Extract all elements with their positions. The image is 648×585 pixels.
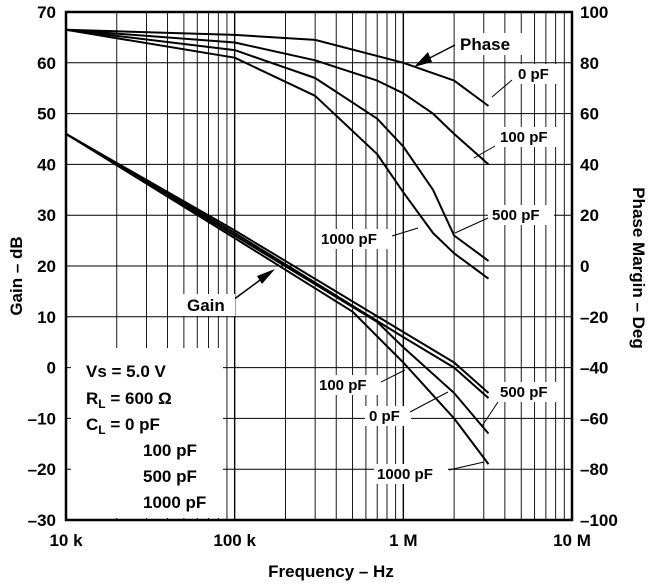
annotation-phase-0pf: 0 pF <box>518 66 549 83</box>
y-tick-label: 0 <box>47 359 56 378</box>
phase-line-1000pf <box>65 28 490 280</box>
x-tick-label: 10 M <box>553 531 591 550</box>
annotation-gain-100pf: 100 pF <box>319 377 367 394</box>
rl-label: RL = 600 Ω <box>86 389 172 411</box>
plot-frame <box>64 10 574 522</box>
annotation-phase-100pf: 100 pF <box>500 129 548 146</box>
y-tick-label: 60 <box>37 54 56 73</box>
annotations: Phase Gain 0 pF 100 pF 500 pF 1000 pF 10… <box>183 33 562 484</box>
y2-tick-label: –100 <box>580 511 618 530</box>
annotation-phase-1000pf: 1000 pF <box>321 231 377 248</box>
y-tick-label: 50 <box>37 105 56 124</box>
left-axis-ticks: 70 60 50 40 30 20 10 0 –10 –20 –30 <box>28 3 56 530</box>
series-lines <box>65 28 490 465</box>
gain-line-500pf <box>65 133 490 435</box>
vs-label: Vs = 5.0 V <box>86 362 167 381</box>
y2-tick-label: 100 <box>580 3 608 22</box>
x-tick-label: 1 M <box>389 531 417 550</box>
conditions-box: Vs = 5.0 V RL = 600 Ω CL = 0 pF 100 pF 5… <box>71 348 223 518</box>
x-axis-title: Frequency – Hz <box>268 562 394 581</box>
right-axis-ticks: 100 80 60 40 20 0 –20 –40 –60 –80 –100 <box>580 3 618 530</box>
phase-line-500pf <box>65 28 490 262</box>
y-tick-label: 10 <box>37 308 56 327</box>
gain-line-100pf <box>65 133 490 399</box>
gain-line-1000pf <box>65 133 490 465</box>
x-tick-label: 100 k <box>213 531 256 550</box>
annotation-gain-1000pf: 1000 pF <box>377 466 433 483</box>
y2-tick-label: 80 <box>580 54 599 73</box>
annotation-gain-500pf: 500 pF <box>500 384 548 401</box>
y2-tick-label: 20 <box>580 206 599 225</box>
annotation-gain: Gain <box>187 296 225 315</box>
x-axis-ticks: 10 k 100 k 1 M 10 M <box>49 531 590 550</box>
x-tick-label: 10 k <box>49 531 83 550</box>
y2-tick-label: 0 <box>580 257 589 276</box>
y-tick-label: 40 <box>37 155 56 174</box>
y-axis-title: Gain – dB <box>7 236 26 315</box>
y2-tick-label: 40 <box>580 155 599 174</box>
phase-line-0pf <box>65 28 490 107</box>
y-tick-label: –20 <box>28 460 56 479</box>
y-tick-label: 20 <box>37 257 56 276</box>
gain-line-0pf <box>65 133 490 394</box>
phase-line-100pf <box>65 28 490 166</box>
y-tick-label: 70 <box>37 3 56 22</box>
y2-tick-label: –40 <box>580 359 608 378</box>
cl-value-1000pf: 1000 pF <box>143 493 206 512</box>
y2-tick-label: –80 <box>580 460 608 479</box>
y-tick-label: 30 <box>37 206 56 225</box>
y2-axis-title: Phase Margin – Deg <box>629 187 648 349</box>
y2-tick-label: –60 <box>580 409 608 428</box>
annotation-phase-500pf: 500 pF <box>492 207 540 224</box>
y2-tick-label: 60 <box>580 105 599 124</box>
cl-label: CL = 0 pF <box>86 415 160 437</box>
cl-value-500pf: 500 pF <box>143 467 197 486</box>
annotation-phase: Phase <box>460 35 510 54</box>
annotation-gain-0pf: 0 pF <box>369 408 400 425</box>
y-tick-label: –30 <box>28 511 56 530</box>
y-tick-label: –10 <box>28 409 56 428</box>
cl-value-100pf: 100 pF <box>143 441 197 460</box>
y2-tick-label: –20 <box>580 308 608 327</box>
